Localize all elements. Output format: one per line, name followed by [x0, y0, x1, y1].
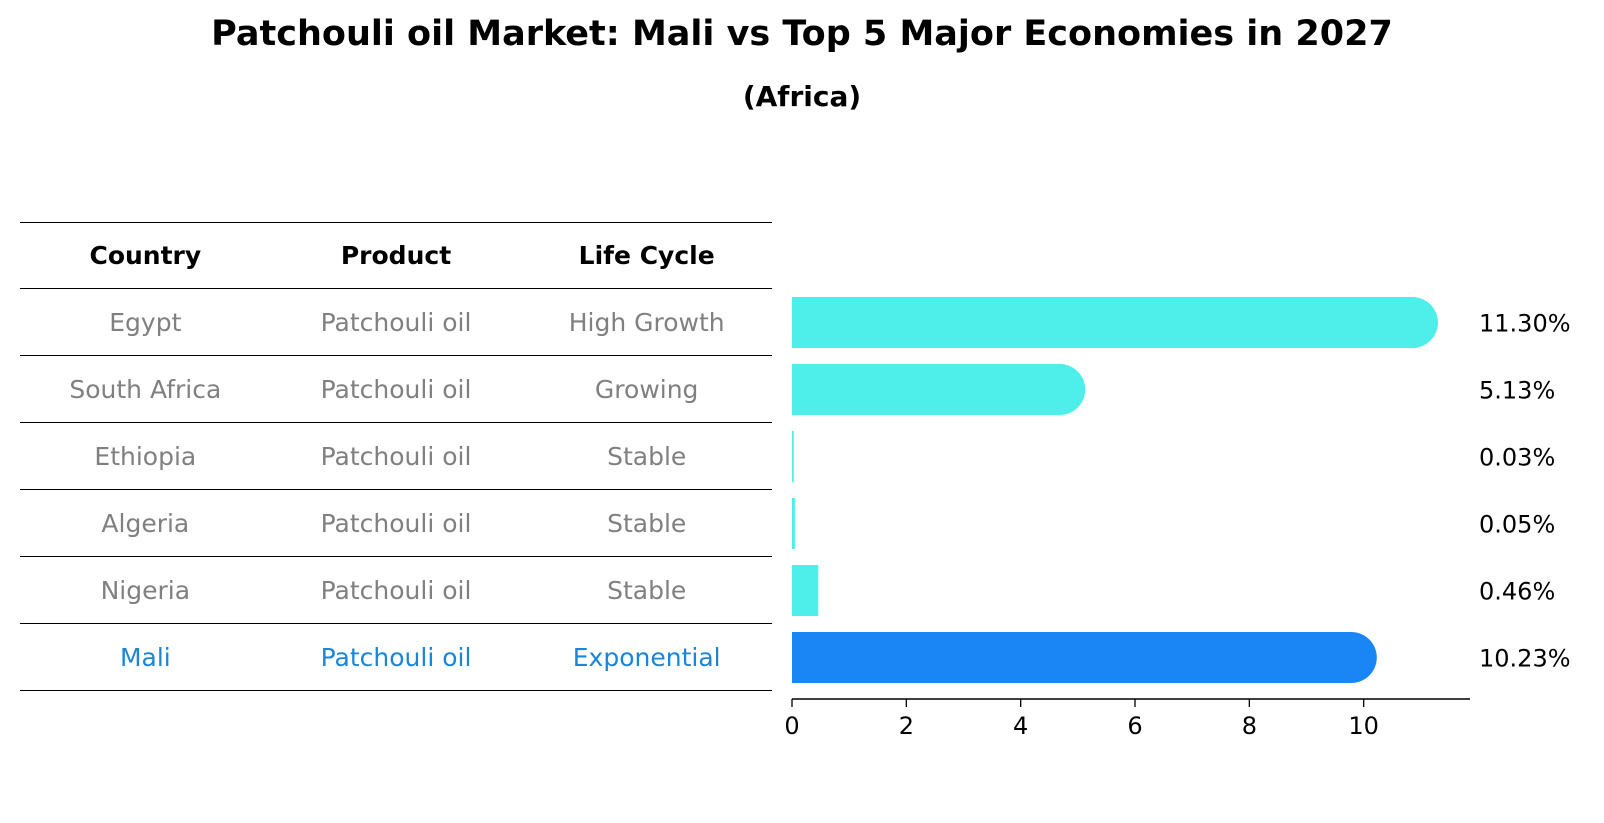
chart-title: Patchouli oil Market: Mali vs Top 5 Majo…	[211, 14, 1393, 54]
cell-product: Patchouli oil	[320, 307, 472, 337]
bar-egypt	[792, 297, 1438, 348]
cell-life-cycle: Stable	[607, 508, 687, 538]
cell-product: Patchouli oil	[320, 374, 472, 404]
x-tick-label: 10	[1348, 712, 1379, 740]
bar-value-label: 5.13%	[1479, 377, 1555, 405]
table-header-row: Country Product Life Cycle	[20, 222, 772, 289]
x-tick-label: 8	[1242, 712, 1257, 740]
cell-product: Patchouli oil	[320, 441, 472, 471]
bar-nigeria	[792, 565, 819, 616]
data-table: Country Product Life Cycle Egypt Patchou…	[20, 222, 772, 691]
cell-life-cycle: Growing	[594, 374, 699, 404]
table-row: Algeria Patchouli oil Stable	[20, 490, 772, 557]
bar-south-africa	[792, 364, 1086, 415]
header-life-cycle: Life Cycle	[578, 241, 715, 270]
cell-country: Algeria	[101, 508, 190, 538]
cell-country: Nigeria	[100, 575, 191, 605]
cell-product: Patchouli oil	[320, 508, 472, 538]
bar-ethiopia	[792, 431, 794, 482]
x-tick-label: 6	[1127, 712, 1142, 740]
cell-product: Patchouli oil	[320, 575, 472, 605]
cell-life-cycle: Stable	[607, 441, 687, 471]
cell-country: South Africa	[69, 374, 222, 404]
x-tick-label: 2	[899, 712, 914, 740]
cell-country: Mali	[119, 642, 171, 672]
table-row: Nigeria Patchouli oil Stable	[20, 557, 772, 624]
bar-value-label: 0.03%	[1479, 444, 1555, 472]
x-tick-label: 0	[784, 712, 799, 740]
header-country: Country	[89, 241, 202, 270]
cell-life-cycle: Stable	[607, 575, 687, 605]
table-row: Egypt Patchouli oil High Growth	[20, 289, 772, 356]
table-row: South Africa Patchouli oil Growing	[20, 356, 772, 423]
bar-value-label: 11.30%	[1479, 310, 1571, 338]
cell-life-cycle: Exponential	[572, 642, 721, 672]
cell-life-cycle: High Growth	[568, 307, 725, 337]
bar-mali	[792, 632, 1377, 683]
bar-value-label: 10.23%	[1479, 645, 1571, 673]
bar-value-label: 0.46%	[1479, 578, 1555, 606]
chart-subtitle: (Africa)	[742, 80, 862, 113]
table-row-highlight: Mali Patchouli oil Exponential	[20, 624, 772, 691]
bar-value-label: 0.05%	[1479, 511, 1555, 539]
x-tick-label: 4	[1013, 712, 1028, 740]
bar-algeria	[792, 498, 795, 549]
header-product: Product	[340, 241, 452, 270]
cell-product: Patchouli oil	[320, 642, 472, 672]
table-row: Ethiopia Patchouli oil Stable	[20, 423, 772, 490]
cell-country: Egypt	[109, 307, 182, 337]
cell-country: Ethiopia	[94, 441, 197, 471]
